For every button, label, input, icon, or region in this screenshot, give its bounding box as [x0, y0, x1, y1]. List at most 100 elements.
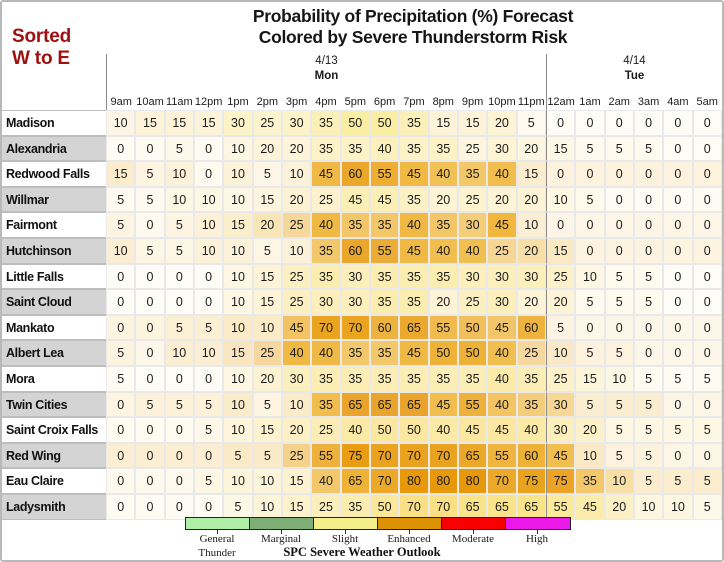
forecast-cell: 5 — [164, 212, 194, 238]
forecast-cell: 10 — [545, 186, 576, 213]
forecast-cell: 50 — [457, 340, 488, 366]
forecast-cell: 60 — [516, 442, 546, 469]
legend-swatch — [314, 518, 378, 529]
forecast-cell: 35 — [457, 365, 488, 392]
row-label-hutchinson[interactable]: Hutchinson — [2, 237, 106, 264]
forecast-cell: 5 — [633, 391, 664, 418]
legend-tick — [505, 530, 569, 534]
forecast-cell: 0 — [692, 289, 722, 315]
row-label-mora[interactable]: Mora — [2, 365, 106, 392]
forecast-cell: 20 — [428, 289, 458, 315]
forecast-cell: 0 — [663, 391, 693, 418]
forecast-cell: 55 — [428, 314, 458, 341]
row-label-eau-claire[interactable]: Eau Claire — [2, 468, 106, 494]
row-label-saint-cloud[interactable]: Saint Cloud — [2, 289, 106, 315]
forecast-cell: 0 — [663, 289, 693, 315]
forecast-cell: 0 — [164, 289, 194, 315]
forecast-cell: 5 — [692, 493, 722, 520]
forecast-cell: 10 — [223, 391, 253, 418]
forecast-cell: 0 — [135, 314, 165, 341]
hour-label: 10pm — [488, 96, 516, 108]
forecast-cell: 30 — [223, 110, 253, 136]
forecast-cell: 25 — [311, 417, 341, 443]
row-label-red-wing[interactable]: Red Wing — [2, 442, 106, 469]
forecast-cell: 0 — [106, 442, 136, 469]
forecast-cell: 0 — [604, 314, 634, 341]
row-label-fairmont[interactable]: Fairmont — [2, 212, 106, 238]
forecast-cell: 15 — [575, 365, 605, 392]
forecast-cell: 0 — [604, 212, 634, 238]
forecast-cell: 0 — [663, 314, 693, 341]
forecast-cell: 15 — [428, 110, 458, 136]
forecast-cell: 5 — [633, 417, 664, 443]
forecast-cell: 0 — [106, 289, 136, 315]
forecast-cell: 5 — [164, 237, 194, 264]
forecast-cell: 35 — [428, 365, 458, 392]
row-label-twin-cities[interactable]: Twin Cities — [2, 391, 106, 418]
row-label-alexandria[interactable]: Alexandria — [2, 135, 106, 162]
row-label-saint-croix-falls[interactable]: Saint Croix Falls — [2, 417, 106, 443]
forecast-cell: 20 — [281, 186, 312, 213]
forecast-cell: 15 — [193, 110, 224, 136]
legend-swatch — [378, 518, 442, 529]
forecast-cell: 0 — [193, 442, 224, 469]
forecast-cell: 65 — [457, 442, 488, 469]
forecast-cell: 0 — [604, 161, 634, 187]
forecast-cell: 25 — [252, 340, 282, 366]
table-row: Alexandria 0 0 5 0 10 20 20 35 35 40 35 35 25 30 20 15 5 5… — [2, 135, 722, 162]
day-header-row: 4/13 Mon 4/14 Tue — [106, 54, 722, 94]
row-label-ladysmith[interactable]: Ladysmith — [2, 493, 106, 520]
hour-label: 3am — [637, 96, 660, 108]
forecast-cell: 45 — [457, 417, 488, 443]
row-label-redwood-falls[interactable]: Redwood Falls — [2, 161, 106, 187]
forecast-cell: 0 — [106, 468, 136, 494]
row-label-albert-lea[interactable]: Albert Lea — [2, 340, 106, 366]
forecast-cell: 40 — [281, 340, 312, 366]
forecast-cell: 20 — [252, 212, 282, 238]
forecast-cell: 0 — [692, 263, 722, 290]
forecast-cell: 35 — [311, 365, 341, 392]
forecast-cell: 5 — [252, 237, 282, 264]
row-label-willmar[interactable]: Willmar — [2, 186, 106, 213]
forecast-cell: 15 — [106, 161, 136, 187]
forecast-cell: 35 — [369, 365, 400, 392]
forecast-cell: 15 — [164, 110, 194, 136]
forecast-cell: 0 — [193, 289, 224, 315]
forecast-cell: 20 — [516, 237, 546, 264]
forecast-cell: 25 — [281, 263, 312, 290]
forecast-cell: 10 — [281, 237, 312, 264]
forecast-cell: 5 — [516, 110, 546, 136]
forecast-cell: 65 — [516, 493, 546, 520]
forecast-cell: 5 — [692, 468, 722, 494]
forecast-cell: 20 — [487, 110, 517, 136]
page-subtitle: Colored by Severe Thunderstorm Risk — [258, 27, 568, 47]
forecast-cell: 15 — [281, 468, 312, 494]
forecast-cell: 5 — [604, 391, 634, 418]
forecast-cell: 65 — [487, 493, 517, 520]
hour-label: 9pm — [461, 96, 484, 108]
forecast-cell: 0 — [604, 237, 634, 264]
row-label-mankato[interactable]: Mankato — [2, 314, 106, 341]
forecast-cell: 0 — [135, 468, 165, 494]
forecast-cell: 5 — [604, 289, 634, 315]
forecast-cell: 50 — [340, 110, 370, 136]
forecast-cell: 35 — [457, 161, 488, 187]
forecast-cell: 0 — [164, 263, 194, 290]
legend-ticks — [185, 530, 569, 534]
row-label-little-falls[interactable]: Little Falls — [2, 263, 106, 290]
forecast-cell: 70 — [487, 468, 517, 494]
forecast-cell: 10 — [663, 493, 693, 520]
forecast-cell: 40 — [428, 417, 458, 443]
forecast-cell: 0 — [135, 442, 165, 469]
table-row: Saint Cloud 0 0 0 0 10 15 25 30 30 35 35 20 25 30 20 20 5… — [2, 289, 722, 315]
legend-swatch — [506, 518, 570, 529]
forecast-cell: 5 — [135, 237, 165, 264]
forecast-cell: 15 — [252, 417, 282, 443]
forecast-cell: 10 — [223, 314, 253, 341]
forecast-cell: 50 — [369, 417, 400, 443]
row-label-madison[interactable]: Madison — [2, 110, 106, 136]
forecast-cell: 40 — [487, 391, 517, 418]
table-row: Twin Cities 0 5 5 5 10 5 10 35 65 65 65 45 55 40 35 30 5 5… — [2, 391, 722, 418]
forecast-cell: 10 — [164, 161, 194, 187]
legend-color-bar — [185, 517, 571, 530]
